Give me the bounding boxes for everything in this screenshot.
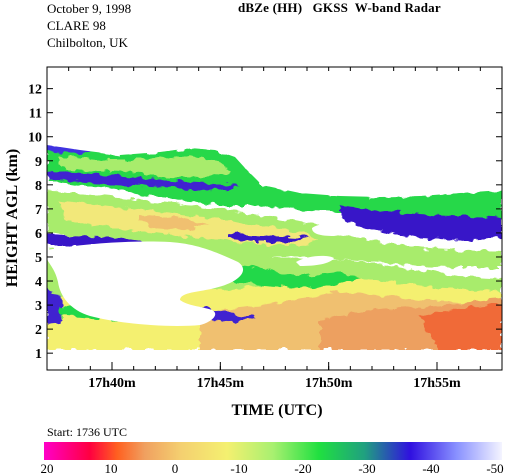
y-tick-label: 5 — [35, 251, 42, 266]
start-time-text: Start: 1736 UTC — [47, 425, 127, 439]
upper-purple-band — [47, 170, 240, 190]
x-tick-label: 17h50m — [305, 376, 353, 391]
y-axis-label: HEIGHT AGL (km) — [4, 149, 21, 287]
date-text: October 9, 1998 — [47, 1, 132, 16]
x-tick-label: 17h45m — [197, 376, 245, 391]
y-tick-label: 3 — [35, 299, 42, 314]
product-title: dBZe (HH) GKSS W-band Radar — [238, 0, 441, 15]
clear-air-small — [312, 223, 352, 236]
y-tick-label: 9 — [35, 155, 42, 170]
upper-layer-detail — [60, 156, 230, 178]
middle-layer-orange — [140, 214, 210, 230]
y-tick-label: 8 — [35, 179, 42, 194]
y-tick-label: 10 — [28, 131, 42, 146]
colorbar-label: -40 — [422, 461, 439, 476]
y-tick-label: 12 — [28, 83, 42, 98]
lower-purple-mid — [200, 306, 256, 322]
plot-frame — [46, 66, 503, 371]
lower-layer-redorange — [420, 304, 502, 350]
colorbar-label: 10 — [105, 461, 118, 476]
clear-air-top — [47, 67, 502, 197]
clear-air-regions — [47, 67, 502, 326]
x-tick-label: 17h40m — [88, 376, 136, 391]
colorbar-label: -10 — [230, 461, 247, 476]
y-tick-label: 11 — [29, 107, 42, 122]
upper-purple-right — [340, 206, 502, 240]
y-tick-label: 1 — [35, 347, 42, 362]
colorbar-label: -30 — [358, 461, 375, 476]
x-axis: 17h40m 17h45m 17h50m 17h55m — [46, 67, 503, 391]
y-tick-label: 4 — [35, 275, 42, 290]
upper-purple-top — [47, 145, 100, 154]
middle-purple-right — [230, 232, 310, 242]
colorbar-labels: 20 10 0 -10 -20 -30 -40 -50 — [41, 461, 504, 476]
colorbar-label: -20 — [294, 461, 311, 476]
x-axis-label: TIME (UTC) — [231, 402, 322, 419]
colorbar — [44, 442, 502, 460]
colorbar-label: 0 — [172, 461, 179, 476]
colorbar-label: -50 — [486, 461, 503, 476]
location-text: Chilbolton, UK — [47, 35, 128, 50]
y-tick-label: 2 — [35, 323, 42, 338]
y-tick-label: 6 — [35, 227, 42, 242]
x-tick-label: 17h55m — [413, 376, 461, 391]
campaign-text: CLARE 98 — [47, 18, 106, 33]
header-info: October 9, 1998 CLARE 98 Chilbolton, UK — [47, 0, 131, 51]
clear-air-mid — [296, 255, 334, 266]
colorbar-label: 20 — [41, 461, 54, 476]
clear-air-large — [47, 241, 244, 326]
y-tick-label: 7 — [35, 203, 42, 218]
